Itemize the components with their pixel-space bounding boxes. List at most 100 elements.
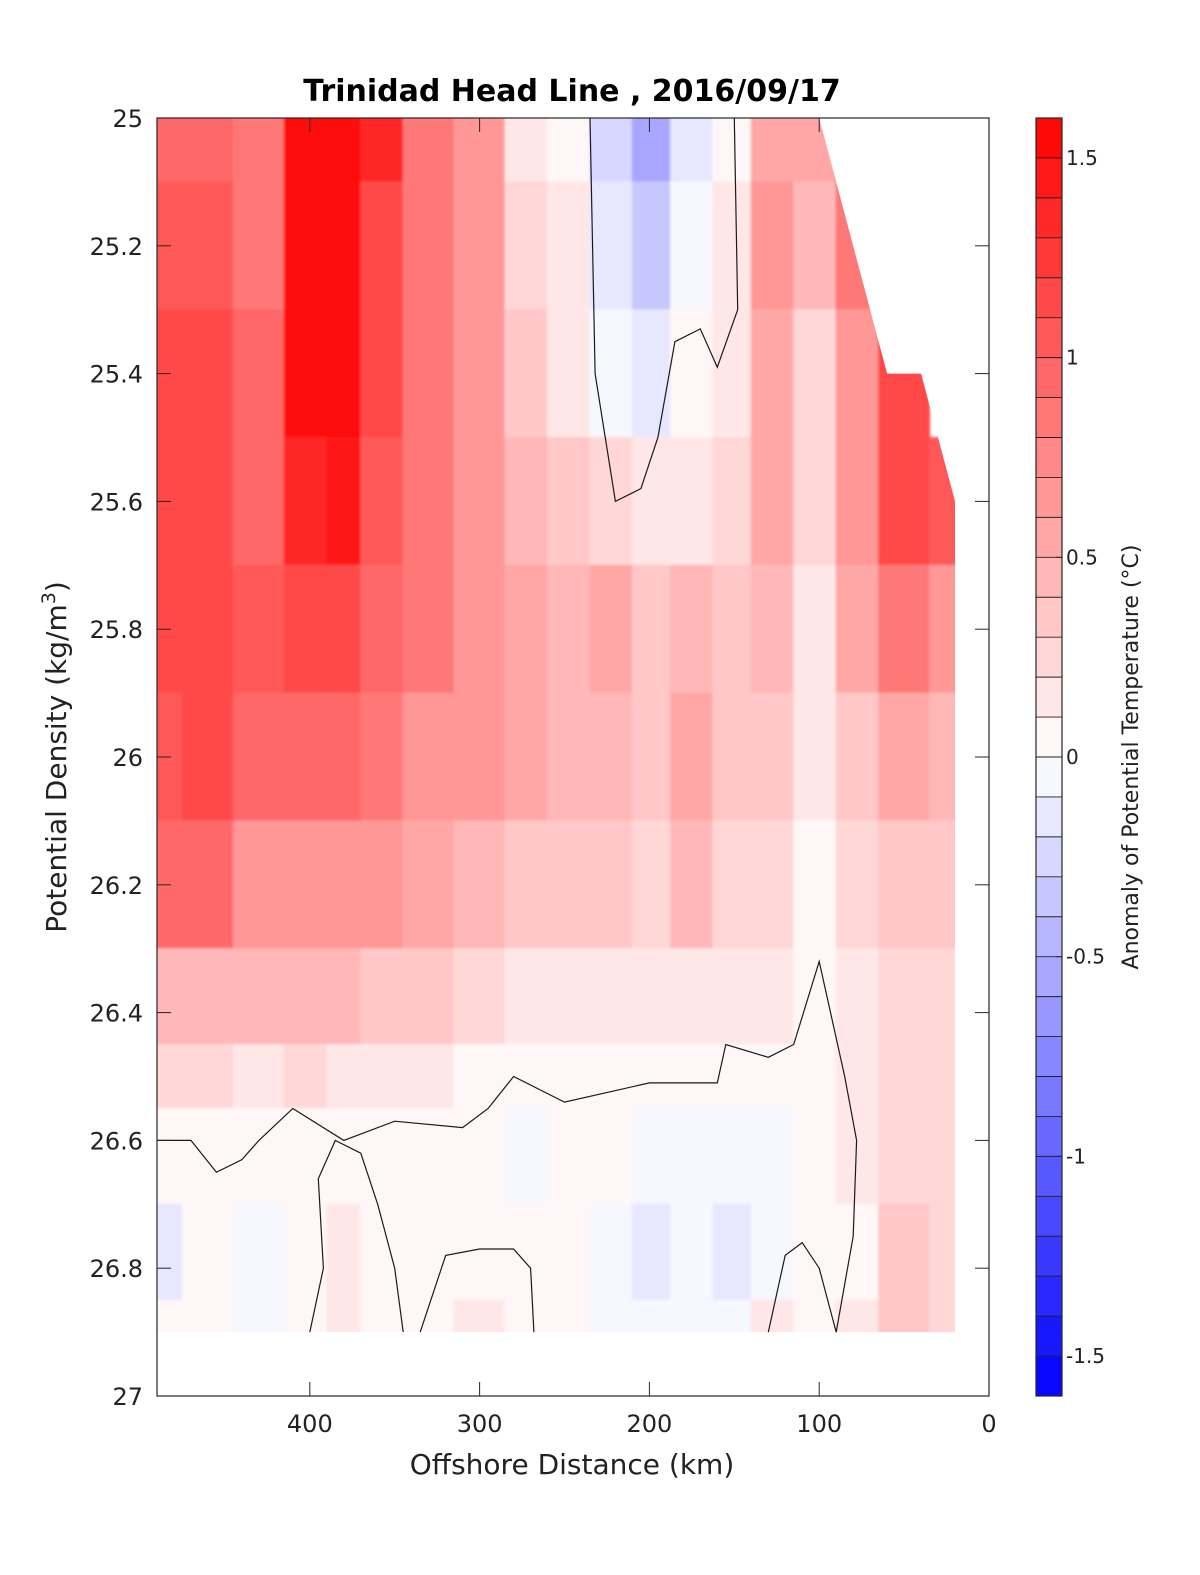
heatmap-cell: [631, 309, 672, 438]
heatmap-cell: [631, 564, 672, 694]
heatmap-cell: [181, 1203, 234, 1301]
colorbar-tick-label: -0.5: [1066, 945, 1105, 969]
colorbar-segment: [1036, 1316, 1062, 1357]
y-tick-label: 25: [112, 105, 143, 133]
colorbar-segment: [1036, 597, 1062, 638]
heatmap-cell: [504, 948, 549, 1046]
heatmap-cell: [157, 1107, 183, 1205]
heatmap-cell: [232, 1107, 285, 1205]
heatmap-cell: [283, 564, 328, 694]
x-tick-label: 0: [981, 1410, 996, 1438]
heatmap-cell: [670, 437, 714, 566]
zero-contour: [309, 1139, 404, 1333]
heatmap-cell: [453, 564, 506, 694]
heatmap-cell: [793, 820, 837, 950]
heatmap-cell: [360, 1044, 404, 1109]
heatmap-cell: [283, 948, 328, 1046]
heatmap-cell: [453, 309, 506, 438]
heatmap-cell: [835, 1107, 880, 1205]
heatmap-cell: [504, 118, 549, 183]
heatmap-cell: [283, 437, 328, 566]
heatmap-cell: [453, 1299, 506, 1333]
heatmap-cell: [929, 692, 956, 822]
heatmap-cell: [181, 309, 234, 438]
heatmap-cell: [750, 1299, 795, 1333]
heatmap-cell: [670, 692, 714, 822]
heatmap-cell: [670, 309, 714, 438]
heatmap-cell: [878, 1107, 931, 1205]
heatmap-cell: [793, 1107, 837, 1205]
heatmap-cell: [326, 820, 362, 950]
heatmap-cell: [878, 820, 931, 950]
heatmap-cells: [157, 118, 956, 1333]
heatmap-cell: [283, 1044, 328, 1109]
colorbar-segment: [1036, 437, 1062, 478]
colorbar-segment: [1036, 1356, 1062, 1397]
heatmap-cell: [793, 564, 837, 694]
colorbar-segment: [1036, 916, 1062, 957]
x-tick-label: 100: [796, 1410, 842, 1438]
heatmap-cell: [750, 181, 795, 311]
heatmap-cell: [670, 820, 714, 950]
zero-contour-lines: [157, 117, 858, 1333]
heatmap-cell: [181, 437, 234, 566]
heatmap-cell: [157, 118, 183, 183]
heatmap-cell: [547, 692, 591, 822]
heatmap-cell: [181, 1044, 234, 1109]
y-tick-label: 25.8: [90, 616, 143, 644]
heatmap-cell: [750, 437, 795, 566]
zero-contour: [589, 117, 739, 503]
heatmap-cell: [232, 181, 285, 311]
colorbar-ticks: 1.5 1 0.5 0 -0.5 -1 -1.5: [1056, 146, 1105, 1368]
y-tick-label: 26: [112, 744, 143, 772]
heatmap-cell: [878, 564, 931, 694]
y-tick-label: 25.2: [90, 233, 143, 261]
heatmap-cell: [589, 1107, 633, 1205]
heatmap-cell: [547, 437, 591, 566]
heatmap-cell: [283, 118, 328, 183]
colorbar-segment: [1036, 757, 1062, 798]
x-axis: 400 300 200 100 0: [287, 118, 997, 1438]
y-tick-label: 26.4: [90, 1000, 143, 1028]
heatmap-cell: [835, 437, 880, 566]
heatmap-cell: [712, 820, 752, 950]
heatmap-cell: [878, 1044, 931, 1109]
heatmap-cell: [232, 820, 285, 950]
heatmap-cell: [670, 181, 714, 311]
heatmap-cell: [360, 1299, 404, 1333]
heatmap-cell: [157, 1044, 183, 1109]
heatmap-cell: [453, 1107, 506, 1205]
colorbar-segment: [1036, 317, 1062, 358]
x-tick-label: 400: [287, 1410, 333, 1438]
heatmap-cell: [360, 692, 404, 822]
heatmap-cell: [232, 564, 285, 694]
heatmap-cell: [589, 437, 633, 566]
heatmap-cell: [504, 181, 549, 311]
heatmap-cell: [402, 1044, 455, 1109]
colorbar-segment: [1036, 277, 1062, 318]
heatmap-cell: [712, 948, 752, 1046]
colorbar-segment: [1036, 876, 1062, 918]
heatmap-cell: [283, 820, 328, 950]
heatmap-cell: [547, 1299, 591, 1333]
heatmap-cell: [547, 118, 591, 183]
heatmap-cell: [181, 564, 234, 694]
heatmap-cell: [232, 309, 285, 438]
colorbar-segment: [1036, 996, 1062, 1037]
heatmap-cell: [793, 181, 837, 311]
heatmap-cell: [453, 820, 506, 950]
colorbar-segment: [1036, 836, 1062, 878]
heatmap-cell: [835, 1299, 880, 1333]
heatmap-cell: [232, 1044, 285, 1109]
heatmap-cell: [589, 1044, 633, 1109]
heatmap-cell: [589, 118, 633, 183]
heatmap-cell: [878, 1299, 931, 1333]
y-axis-label-end: ): [40, 581, 73, 592]
heatmap-cell: [750, 118, 795, 183]
heatmap-cell: [402, 564, 455, 694]
heatmap-cell: [835, 564, 880, 694]
colorbar-segment: [1036, 1196, 1062, 1237]
colorbar-segment: [1036, 637, 1062, 678]
heatmap-cell: [402, 437, 455, 566]
heatmap-cell: [878, 1203, 931, 1301]
